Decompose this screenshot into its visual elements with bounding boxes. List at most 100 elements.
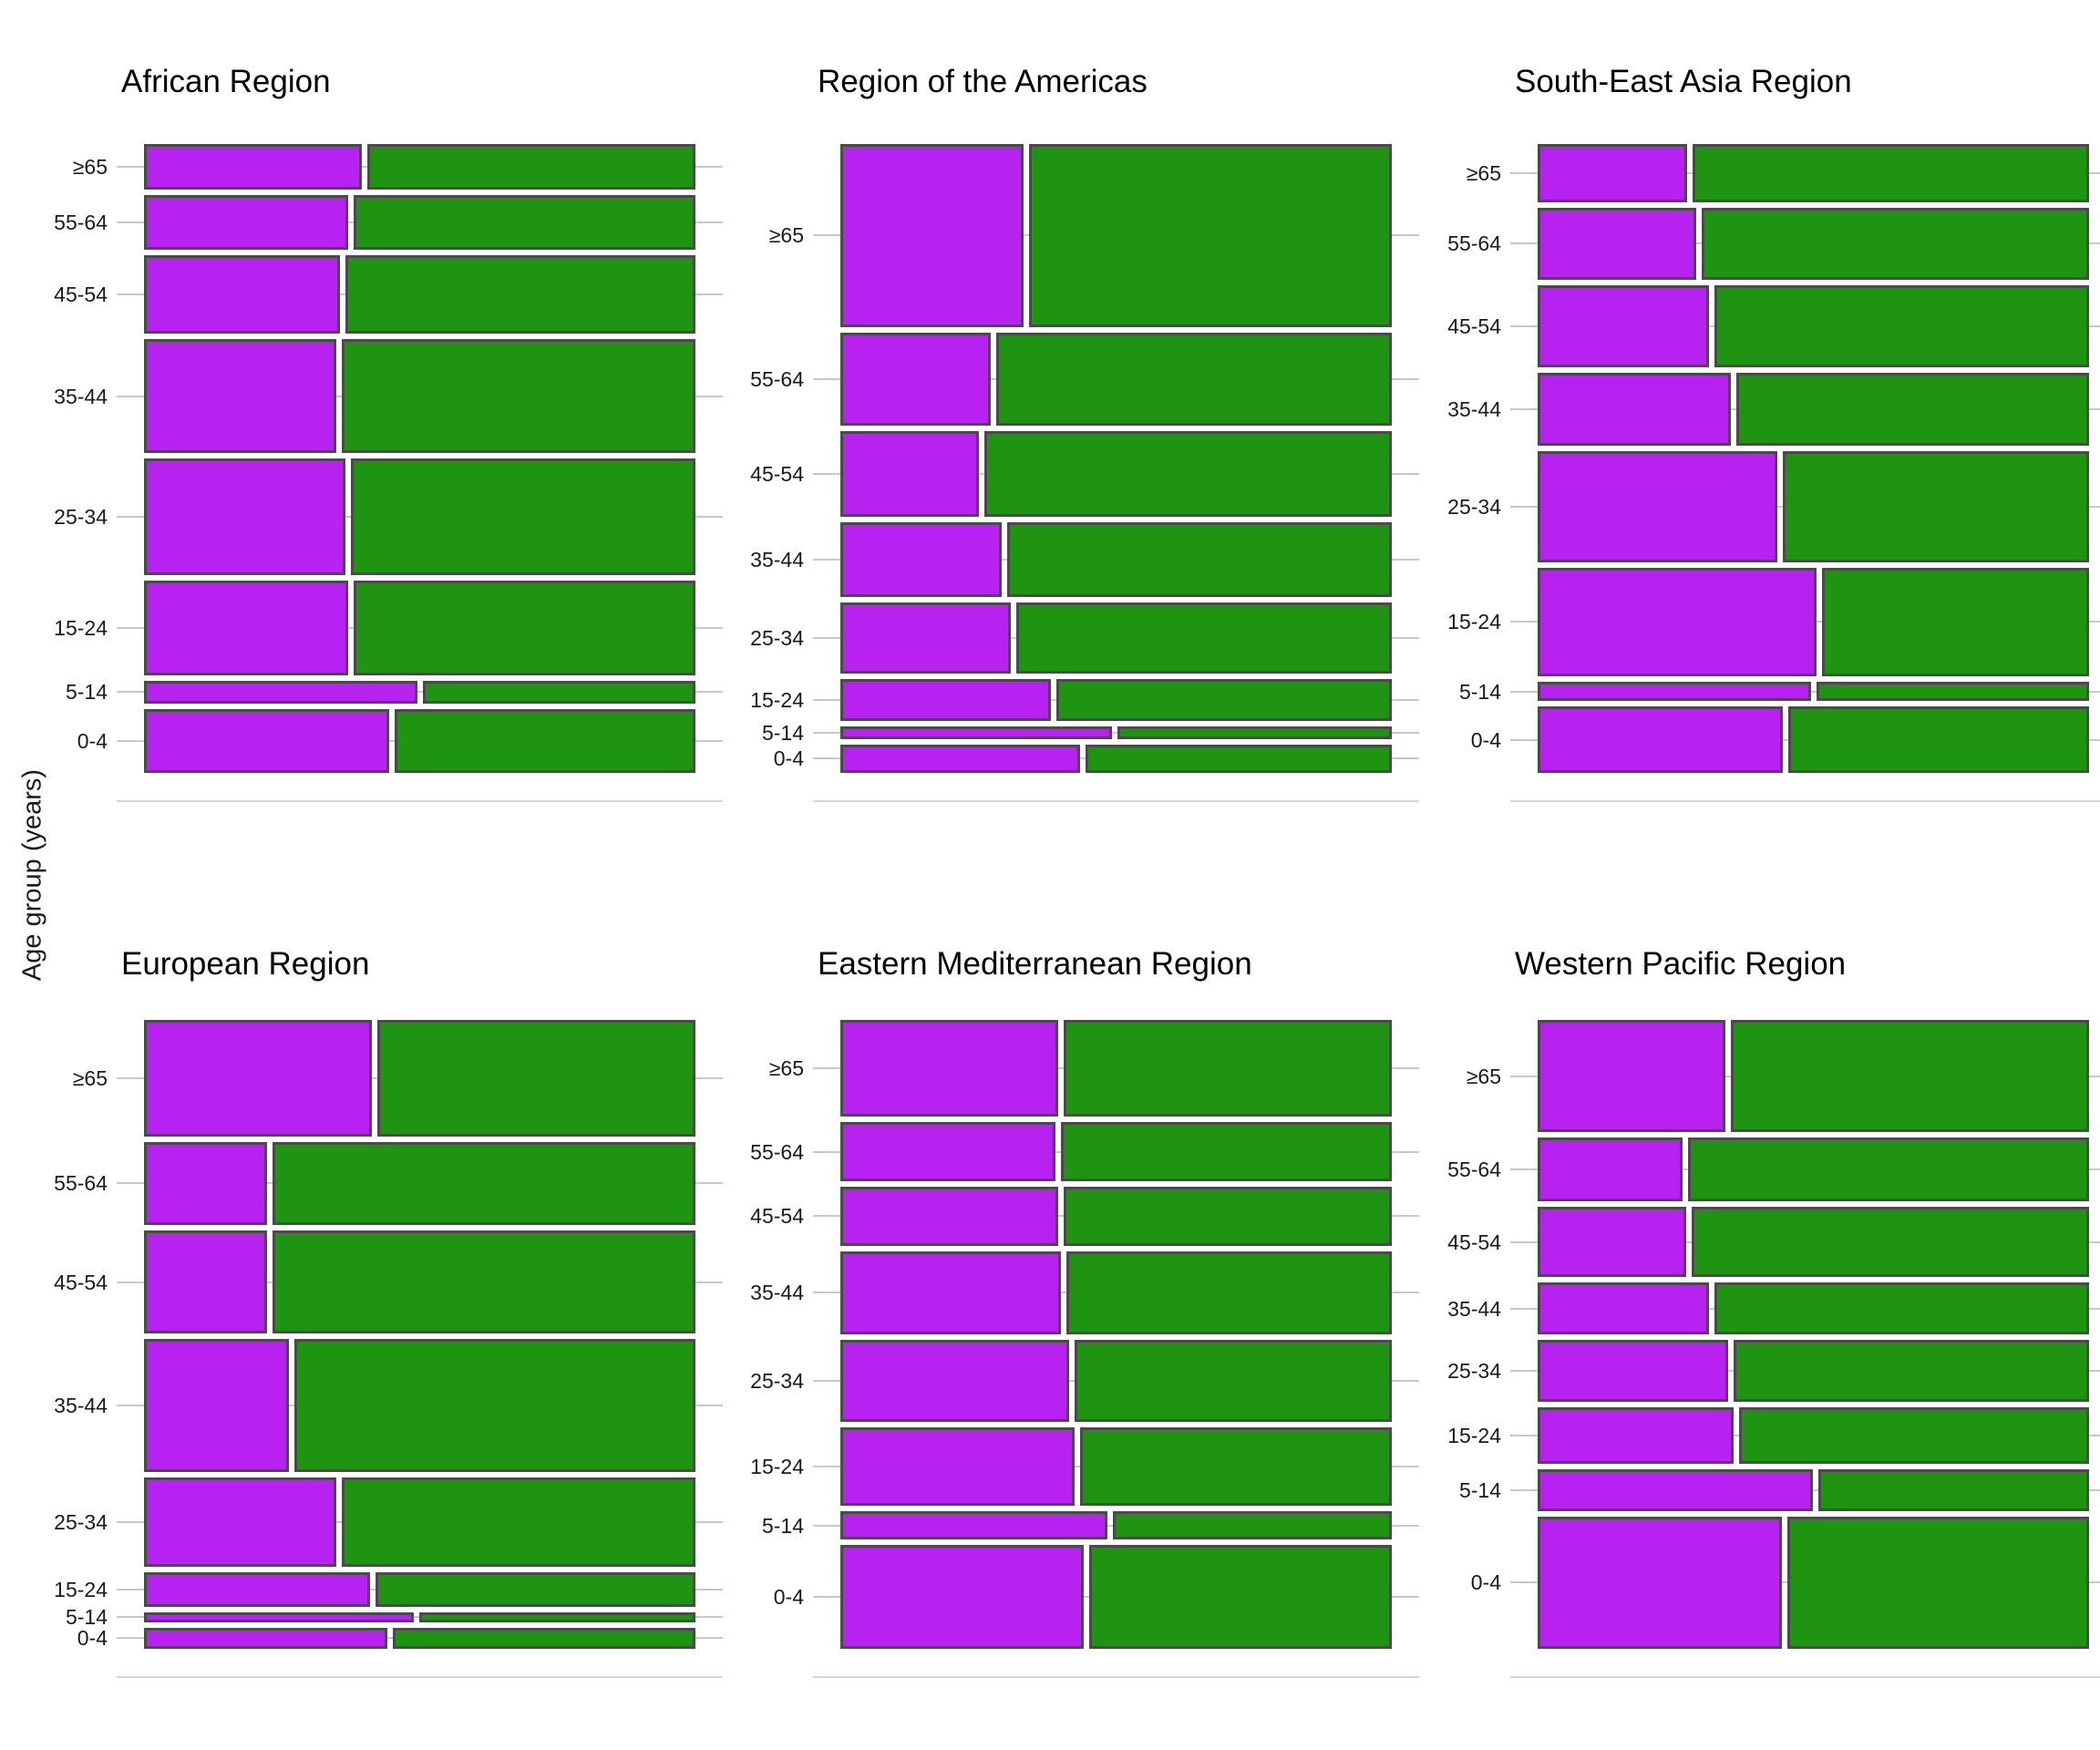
- facet-title: Eastern Mediterranean Region: [818, 946, 1252, 982]
- y-tick-label: 0-4: [1470, 727, 1501, 752]
- mosaic-segment-green: [1029, 144, 1392, 327]
- mosaic-segment-purple: [144, 1141, 267, 1225]
- y-tick-label: 55-64: [750, 366, 804, 391]
- y-tick-label: 25-34: [750, 1368, 804, 1393]
- mosaic-segment-purple: [1538, 1138, 1683, 1202]
- mosaic-segment-green: [1066, 1251, 1392, 1334]
- mosaic-segment-purple: [144, 1339, 289, 1472]
- y-tick-label: 5-14: [761, 721, 804, 746]
- mosaic-segment-green: [1086, 744, 1392, 773]
- mosaic-segment-green: [1818, 1469, 2089, 1511]
- mosaic-segment-green: [1113, 1511, 1392, 1539]
- y-tick-label: 15-24: [1447, 1424, 1501, 1448]
- mosaic-segment-green: [419, 1611, 695, 1622]
- mosaic-segment-purple: [1538, 1340, 1728, 1403]
- y-tick-label: 55-64: [750, 1139, 804, 1164]
- y-tick-label: 5-14: [1458, 679, 1501, 704]
- mosaic-segment-purple: [144, 1627, 387, 1649]
- mosaic-segment-purple: [1538, 284, 1709, 368]
- mosaic-segment-purple: [144, 1611, 414, 1622]
- mosaic-segment-green: [393, 1627, 695, 1649]
- facet-title: Western Pacific Region: [1515, 946, 1847, 982]
- mosaic-segment-purple: [144, 194, 348, 250]
- y-tick-label: 45-54: [1447, 314, 1501, 338]
- gridline: [813, 732, 1419, 735]
- mosaic-segment-purple: [144, 458, 345, 576]
- y-tick-label: ≥65: [1466, 1064, 1501, 1088]
- mosaic-segment-purple: [144, 1020, 372, 1137]
- y-tick-label: 15-24: [750, 1455, 804, 1479]
- mosaic-segment-purple: [1538, 1207, 1686, 1278]
- mosaic-segment-green: [1822, 567, 2089, 677]
- mosaic-segment-purple: [144, 709, 389, 773]
- mosaic-segment-green: [1080, 1426, 1392, 1507]
- mosaic-segment-purple: [840, 744, 1080, 773]
- mosaic-segment-purple: [840, 144, 1024, 327]
- facet-title: South-East Asia Region: [1515, 64, 1852, 99]
- y-tick-label: ≥65: [768, 223, 804, 248]
- y-tick-label: 35-44: [1447, 1296, 1501, 1321]
- y-tick-label: 0-4: [77, 729, 108, 753]
- y-tick-label: 0-4: [773, 746, 804, 771]
- mosaic-segment-green: [1117, 726, 1392, 739]
- mosaic-segment-purple: [840, 1251, 1061, 1334]
- mosaic-segment-green: [342, 339, 695, 453]
- mosaic-segment-green: [996, 332, 1392, 426]
- mosaic-segment-purple: [1538, 373, 1731, 446]
- y-tick-label: ≥65: [768, 1056, 804, 1081]
- y-tick-label: ≥65: [72, 1065, 108, 1090]
- y-tick-label: ≥65: [1466, 161, 1501, 186]
- mosaic-segment-green: [1787, 1516, 2089, 1649]
- mosaic-segment-purple: [840, 1020, 1058, 1117]
- mosaic-segment-purple: [840, 430, 979, 517]
- facet-title: Region of the Americas: [818, 64, 1148, 99]
- y-tick-label: 25-34: [54, 504, 108, 529]
- y-tick-label: ≥65: [72, 154, 108, 179]
- mosaic-segment-purple: [1538, 706, 1783, 773]
- mosaic-segment-green: [1734, 1340, 2089, 1403]
- y-tick-label: 25-34: [1447, 494, 1501, 519]
- mosaic-segment-purple: [1538, 450, 1777, 562]
- mosaic-segment-green: [354, 581, 695, 675]
- mosaic-segment-purple: [840, 1187, 1058, 1246]
- mosaic-segment-green: [1688, 1138, 2089, 1202]
- mosaic-segment-green: [1714, 284, 2089, 368]
- mosaic-segment-purple: [144, 1230, 267, 1334]
- mosaic-segment-purple: [1538, 1516, 1782, 1649]
- y-tick-label: 35-44: [750, 547, 804, 571]
- mosaic-segment-purple: [840, 332, 991, 426]
- mosaic-segment-green: [351, 458, 695, 576]
- y-tick-label: 0-4: [773, 1584, 804, 1609]
- mosaic-segment-green: [1089, 1544, 1392, 1649]
- mosaic-segment-green: [1056, 679, 1392, 722]
- mosaic-segment-green: [294, 1339, 695, 1472]
- y-tick-label: 35-44: [54, 1394, 108, 1417]
- mosaic-segment-green: [1736, 373, 2089, 446]
- y-tick-label: 25-34: [54, 1509, 108, 1534]
- facet-title: European Region: [121, 946, 370, 982]
- y-tick-label: 15-24: [1447, 610, 1501, 634]
- y-tick-label: 5-14: [761, 1513, 804, 1538]
- mosaic-segment-purple: [840, 679, 1051, 722]
- mosaic-segment-purple: [144, 144, 362, 190]
- y-tick-label: 15-24: [750, 688, 804, 713]
- axis-baseline: [1510, 800, 2100, 802]
- y-tick-label: 0-4: [1470, 1570, 1501, 1595]
- axis-baseline: [117, 800, 723, 802]
- mosaic-segment-green: [376, 1572, 695, 1607]
- y-tick-label: 25-34: [1447, 1359, 1501, 1384]
- y-tick-label: 35-44: [750, 1281, 804, 1305]
- y-tick-label: 15-24: [54, 615, 108, 640]
- axis-baseline: [813, 800, 1419, 802]
- y-tick-label: 15-24: [54, 1577, 108, 1601]
- mosaic-segment-green: [367, 144, 695, 190]
- mosaic-segment-green: [377, 1020, 695, 1137]
- axis-baseline: [1510, 1676, 2100, 1678]
- y-tick-label: 45-54: [54, 1270, 108, 1294]
- mosaic-segment-purple: [144, 680, 417, 704]
- mosaic-segment-purple: [144, 1572, 370, 1607]
- y-tick-label: 25-34: [750, 626, 804, 651]
- mosaic-segment-purple: [840, 1544, 1084, 1649]
- facet-title: African Region: [121, 64, 331, 99]
